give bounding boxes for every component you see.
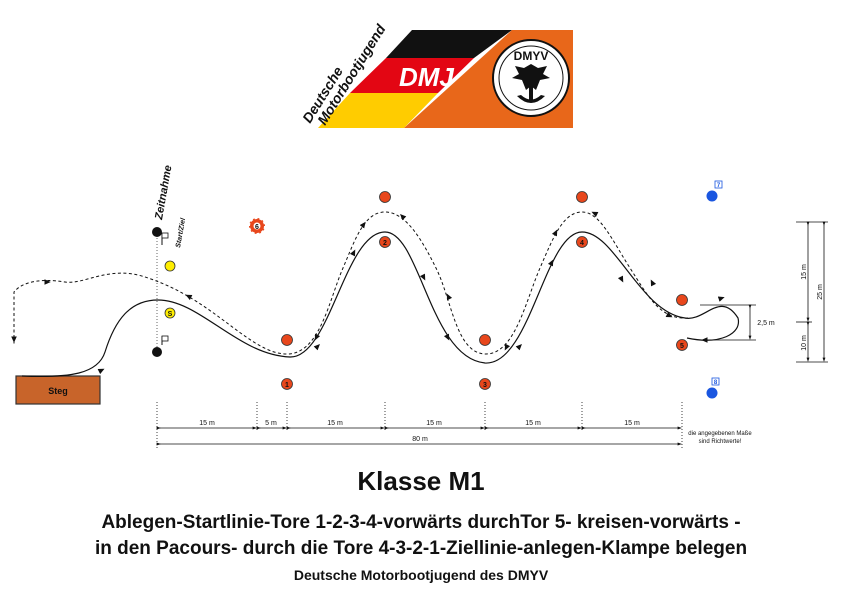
organization-name: Deutsche Motorbootjugend des DMYV (293, 567, 549, 583)
svg-text:15 m: 15 m (199, 420, 215, 427)
horizontal-dimension-labels: 15 m 5 m 15 m 15 m 15 m 15 m 80 m die an… (199, 420, 752, 445)
svg-text:die angegebenen Maße: die angegebenen Maße (688, 431, 752, 437)
svg-text:15 m: 15 m (624, 420, 640, 427)
dmyv-badge: DMYV (492, 39, 570, 117)
dock: Steg (15, 375, 101, 405)
start-finish-label: Start/Ziel (175, 217, 187, 249)
svg-text:80 m: 80 m (412, 436, 428, 443)
buoy-7: 7 (706, 180, 723, 202)
svg-text:2,5 m: 2,5 m (757, 320, 775, 327)
svg-text:6: 6 (255, 224, 259, 231)
buoy-2: 2 (379, 236, 391, 248)
svg-text:sind Richtwerte!: sind Richtwerte! (699, 439, 742, 445)
flag-icon (161, 232, 169, 245)
logo-dmj: DMJ (399, 62, 454, 92)
svg-text:15 m: 15 m (801, 264, 808, 280)
buoy-1: 1 (281, 378, 293, 390)
svg-text:3: 3 (483, 382, 487, 389)
buoy-s: S (164, 307, 176, 319)
svg-text:2: 2 (383, 240, 387, 247)
svg-text:15 m: 15 m (327, 420, 343, 427)
svg-text:10 m: 10 m (801, 335, 808, 351)
flag-icon (161, 335, 169, 345)
timing-label: Zeitnahme (153, 164, 175, 221)
badge-text: DMYV (514, 49, 549, 63)
dmj-logo: DMJ Deutsche Motorbootjugend DMYV (299, 21, 573, 128)
horizontal-dimensions (156, 402, 683, 448)
direction-arrows (11, 211, 725, 375)
svg-text:15 m: 15 m (426, 420, 442, 427)
logo-gold-stripe (318, 93, 438, 128)
return-route (13, 211, 689, 355)
svg-text:8: 8 (714, 380, 718, 386)
svg-text:5: 5 (680, 343, 684, 350)
vertical-dimension-labels: 15 m 10 m 25 m 2,5 m (757, 264, 824, 351)
page-title: Klasse M1 (357, 466, 485, 496)
eagle-anchor-icon (512, 64, 550, 103)
logo-red-stripe (350, 58, 474, 93)
svg-text:25 m: 25 m (817, 284, 824, 300)
dock-label: Steg (48, 386, 68, 396)
course-diagram: DMJ Deutsche Motorbootjugend DMYV Steg (11, 21, 828, 448)
buoy-6: 6 (248, 217, 266, 235)
outbound-route (21, 231, 739, 378)
buoy-start (164, 260, 176, 272)
svg-text:S: S (168, 311, 173, 318)
buoys: 2 4 1 3 5 6 7 8 (164, 180, 723, 399)
svg-text:1: 1 (285, 382, 289, 389)
course-description-line2: in den Pacours- durch die Tore 4-3-2-1-Z… (94, 538, 748, 559)
buoy-3: 3 (479, 378, 491, 390)
buoy-5: 5 (676, 339, 688, 351)
svg-text:4: 4 (580, 240, 584, 247)
svg-text:15 m: 15 m (525, 420, 541, 427)
buoy-4: 4 (576, 236, 588, 248)
logo-black-stripe (386, 30, 512, 58)
buoy-8: 8 (706, 377, 720, 399)
svg-text:5 m: 5 m (265, 420, 277, 427)
course-description-line1: Ablegen-Startlinie-Tore 1-2-3-4-vorwärts… (101, 512, 741, 533)
vertical-dimensions (700, 221, 828, 363)
svg-text:7: 7 (717, 183, 721, 189)
